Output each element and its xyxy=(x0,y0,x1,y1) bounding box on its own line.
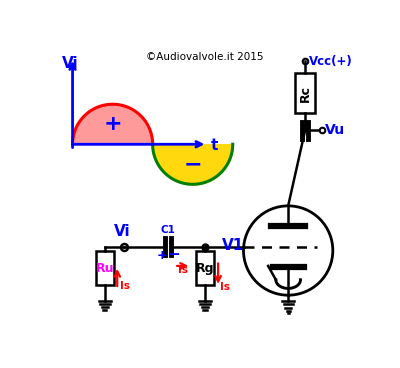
Text: −: − xyxy=(167,247,180,262)
Bar xyxy=(196,251,214,285)
Text: ©Audiovalvole.it 2015: ©Audiovalvole.it 2015 xyxy=(146,52,264,62)
Bar xyxy=(295,74,315,113)
Text: Rg: Rg xyxy=(196,262,214,275)
Text: Vcc(+): Vcc(+) xyxy=(309,54,353,68)
Text: Vi: Vi xyxy=(114,224,131,239)
Text: Is: Is xyxy=(220,282,230,292)
Text: t: t xyxy=(210,138,218,153)
Text: Is: Is xyxy=(178,265,188,275)
Text: Ru: Ru xyxy=(96,262,114,275)
Text: Rc: Rc xyxy=(298,85,312,102)
Text: Is: Is xyxy=(120,280,130,291)
Text: Vu: Vu xyxy=(325,123,345,137)
Text: +: + xyxy=(103,114,122,134)
Bar xyxy=(96,251,114,285)
Text: V1: V1 xyxy=(222,238,244,252)
Text: +: + xyxy=(156,249,167,262)
Text: Vi: Vi xyxy=(62,56,78,71)
Text: −: − xyxy=(183,154,202,174)
Text: C1: C1 xyxy=(161,225,176,235)
